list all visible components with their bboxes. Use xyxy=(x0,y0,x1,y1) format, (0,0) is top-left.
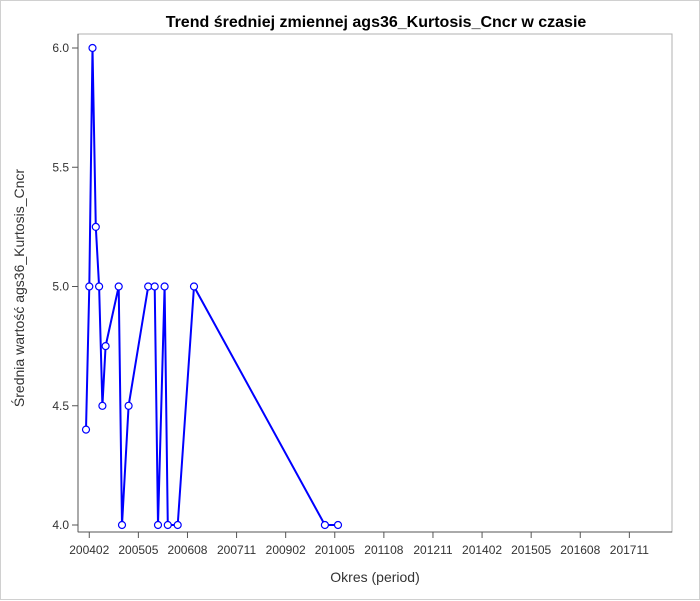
x-axis-label: Okres (period) xyxy=(330,569,419,585)
x-tick-label: 201005 xyxy=(315,543,355,557)
data-point xyxy=(320,520,329,530)
x-tick-label: 201211 xyxy=(413,543,452,557)
data-point xyxy=(81,425,91,434)
data-point xyxy=(173,520,182,530)
y-tick-label: 5.5 xyxy=(52,160,69,174)
x-tick-label: 201505 xyxy=(511,543,551,557)
y-tick-label: 4.5 xyxy=(52,399,69,413)
x-tick-label: 201608 xyxy=(560,543,600,557)
x-tick-label: 200402 xyxy=(69,543,109,557)
data-point xyxy=(114,282,123,291)
x-tick-label: 200608 xyxy=(167,543,207,557)
x-tick-label: 201402 xyxy=(462,543,502,557)
data-point xyxy=(101,342,110,351)
x-tick-label: 201108 xyxy=(364,543,403,557)
data-point xyxy=(98,401,107,410)
series-line xyxy=(85,47,338,526)
y-tick-label: 4.0 xyxy=(52,518,69,532)
y-axis-label: Średnia wartość ags36_Kurtosis_Cncr xyxy=(10,169,27,407)
x-tick-label: 200505 xyxy=(118,543,158,557)
data-point xyxy=(94,282,104,291)
x-axis-ticks: 200402 200505 200608 200711 200902 201005 2011… xyxy=(69,532,649,557)
y-tick-label: 5.0 xyxy=(52,280,69,294)
data-point xyxy=(150,282,159,291)
data-point xyxy=(333,520,343,530)
y-tick-label: 6.0 xyxy=(52,41,69,55)
chart-title: Trend średniej zmiennej ags36_Kurtosis_C… xyxy=(166,14,587,31)
data-point xyxy=(91,222,100,231)
data-point xyxy=(117,520,127,530)
data-point xyxy=(124,401,133,410)
data-point xyxy=(189,282,199,291)
x-tick-label: 200902 xyxy=(266,543,306,557)
data-point xyxy=(160,282,169,291)
data-point xyxy=(85,282,94,291)
data-point xyxy=(153,520,163,530)
x-tick-label: 200711 xyxy=(217,543,256,557)
series-markers xyxy=(81,43,343,530)
data-point xyxy=(88,43,97,53)
y-axis-ticks: 4.0 4.5 5.0 5.5 6.0 xyxy=(52,41,78,532)
data-point xyxy=(163,520,172,530)
x-tick-label: 201711 xyxy=(610,543,649,557)
